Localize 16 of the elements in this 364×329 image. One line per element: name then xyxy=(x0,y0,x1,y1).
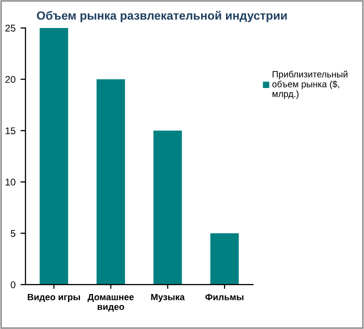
bar xyxy=(153,130,182,285)
x-tick-label: Музыка xyxy=(151,294,185,302)
bar xyxy=(210,233,239,285)
y-tick-label: 25 xyxy=(5,24,16,32)
legend-label: Приблизительный объем рынка ($, млрд.) xyxy=(272,70,348,99)
bar xyxy=(40,28,68,285)
y-tick-label: 5 xyxy=(10,230,16,237)
x-tick-label: Фильмы xyxy=(205,294,244,300)
y-tick-label: 20 xyxy=(5,76,16,83)
bar xyxy=(96,79,126,285)
y-tick-label: 15 xyxy=(6,127,16,134)
x-tick-label: Домашнее видео xyxy=(88,294,134,312)
chart-title: Объем рынка развлекательной индустрии xyxy=(36,10,287,22)
x-tick-label: Видео игры xyxy=(28,294,80,302)
y-tick-label: 10 xyxy=(6,178,16,186)
y-tick-label: 0 xyxy=(10,281,16,288)
